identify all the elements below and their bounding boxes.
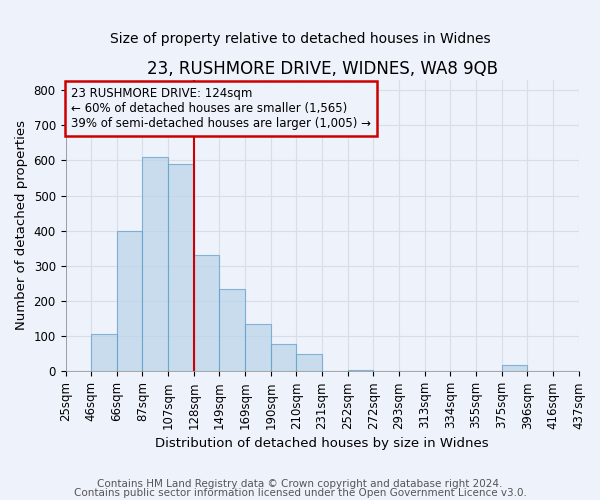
- Y-axis label: Number of detached properties: Number of detached properties: [15, 120, 28, 330]
- Bar: [296, 354, 322, 372]
- Title: 23, RUSHMORE DRIVE, WIDNES, WA8 9QB: 23, RUSHMORE DRIVE, WIDNES, WA8 9QB: [146, 60, 497, 78]
- Text: Size of property relative to detached houses in Widnes: Size of property relative to detached ho…: [110, 32, 490, 46]
- Bar: [168, 164, 194, 372]
- Bar: [271, 344, 296, 372]
- Text: Contains public sector information licensed under the Open Government Licence v3: Contains public sector information licen…: [74, 488, 526, 498]
- X-axis label: Distribution of detached houses by size in Widnes: Distribution of detached houses by size …: [155, 437, 489, 450]
- Bar: [91, 334, 117, 372]
- Bar: [194, 256, 220, 372]
- Bar: [142, 157, 168, 372]
- Text: Contains HM Land Registry data © Crown copyright and database right 2024.: Contains HM Land Registry data © Crown c…: [97, 479, 503, 489]
- Bar: [220, 288, 245, 372]
- Bar: [245, 324, 271, 372]
- Bar: [502, 365, 527, 372]
- Bar: [117, 230, 142, 372]
- Bar: [347, 370, 373, 372]
- Text: 23 RUSHMORE DRIVE: 124sqm
← 60% of detached houses are smaller (1,565)
39% of se: 23 RUSHMORE DRIVE: 124sqm ← 60% of detac…: [71, 87, 371, 130]
